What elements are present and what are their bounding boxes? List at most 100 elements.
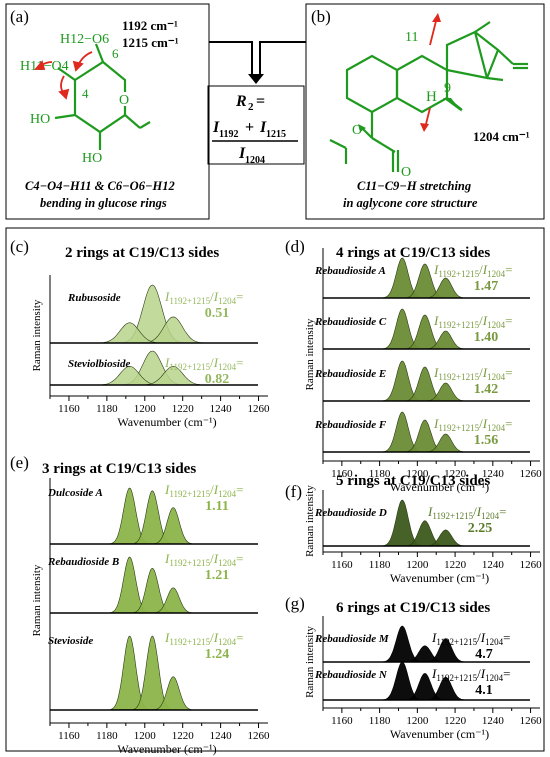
ratio-value: 0.51: [205, 306, 230, 321]
series-name: Rebaudioside N: [314, 669, 388, 681]
formula-i2: I: [259, 119, 267, 136]
peak-rebaudioside-e-1215: [426, 382, 466, 402]
panel-e-label: (e): [10, 453, 29, 472]
panel-g-title: 6 rings at C19/C13 sides: [336, 600, 490, 616]
panel-g-tick-label: 1160: [331, 715, 353, 727]
ratio-formula-label: I1192+1215/I1204=: [433, 313, 512, 330]
panel-g-label: (g): [285, 594, 305, 613]
panel-f-tick-label: 1260: [520, 559, 543, 571]
panel-b-caption-line1: C11−C9−H stretching: [357, 179, 471, 193]
ratio-formula-label: I1192+1215/I1204=: [164, 482, 243, 499]
atom-number-4: 4: [82, 86, 89, 101]
ratio-formula-label: I1192+1215/I1204=: [431, 666, 510, 683]
panel-f-tick-label: 1180: [369, 559, 391, 571]
panel-a-box: [5, 3, 210, 220]
panel-f-tick-label: 1200: [406, 559, 429, 571]
series-name: Stevioside: [48, 635, 93, 647]
panel-f-title: 5 rings at C19/C13 sides: [336, 473, 490, 489]
panel-b-caption-line2: in aglycone core structure: [343, 196, 478, 210]
panel-e-tick-label: 1260: [248, 730, 271, 742]
bending-arrows: [34, 51, 93, 100]
ratio-formula-label: I1192+1215/I1204=: [164, 630, 243, 647]
peak-rubusoside-1192: [99, 322, 160, 344]
top-schematic: (a) 1192 cm⁻¹ 1215 cm⁻¹ O H12−O6 6 H11−O…: [5, 3, 545, 220]
ratio-value: 1.42: [474, 382, 499, 397]
series-name: Dulcoside A: [47, 487, 103, 499]
panel-f-y-axis-label: Raman intensity: [304, 485, 316, 557]
panel-f-label: (f): [285, 482, 302, 501]
panel-a-freq-1192: 1192 cm⁻¹: [122, 18, 178, 33]
ratio-formula-label: I1192+1215/I1204=: [164, 289, 243, 306]
ratio-value: 1.21: [205, 568, 230, 583]
formula-box: [207, 85, 305, 165]
peak-rubusoside-1215: [142, 316, 204, 344]
peak-rebaudioside-d-1215: [426, 529, 466, 547]
panel-g-tick-label: 1220: [444, 715, 467, 727]
peak-rebaudioside-f-1215: [426, 433, 466, 453]
panel-d-title: 4 rings at C19/C13 sides: [336, 245, 490, 261]
peak-rebaudioside-a-1215: [426, 277, 466, 299]
series-name: Steviolbioside: [68, 358, 130, 370]
atom-number-9: 9: [444, 81, 451, 96]
panel-d-tick-label: 1240: [482, 468, 505, 480]
panel-d-label: (d): [285, 237, 305, 256]
ratio-value: 1.56: [474, 433, 499, 448]
atom-h11-o4: H11−O4: [20, 59, 69, 74]
stretch-arrowhead-up: [432, 13, 441, 22]
formula-sub-1215: 1215: [266, 129, 286, 140]
panel-g-x-axis-label: Wavenumber (cm⁻¹): [390, 727, 489, 741]
panel-e-x-axis-label: Wavenumber (cm⁻¹): [117, 742, 216, 756]
series-name: Rebaudioside F: [314, 419, 387, 431]
peak-dulcoside-a-1215: [153, 507, 193, 545]
panel-c-tick-label: 1160: [58, 403, 80, 415]
panel-e-y-axis-label: Raman intensity: [31, 564, 43, 636]
panel-f-tick-label: 1240: [482, 559, 505, 571]
formula-i1: I: [212, 119, 220, 136]
ratio-value: 1.11: [205, 499, 229, 514]
formula-i3: I: [238, 145, 246, 162]
ratio-formula-label: I1192+1215/I1204=: [164, 551, 243, 568]
atom-number-11: 11: [405, 30, 418, 45]
bottom-frame: [5, 227, 545, 752]
formula-equals: =: [256, 93, 265, 110]
panel-g-tick-label: 1260: [520, 715, 543, 727]
peak-stevioside-1215: [153, 676, 193, 711]
panel-g-y-axis-label: Raman intensity: [304, 626, 316, 698]
ratio-value: 4.7: [475, 647, 493, 662]
panel-a-freq-1215: 1215 cm⁻¹: [122, 35, 179, 50]
panel-a-caption-line2: bending in glucose rings: [40, 196, 167, 210]
wedge-bond: [443, 98, 462, 112]
panel-f-tick-label: 1160: [331, 559, 353, 571]
series-name: Rebaudioside D: [314, 507, 387, 519]
panel-c-tick-label: 1220: [172, 403, 195, 415]
panel-f-x-axis-label: Wavenumber (cm⁻¹): [390, 571, 489, 585]
panel-d-tick-label: 1180: [369, 468, 391, 480]
carbonyl-oxygen: O: [401, 165, 411, 180]
panel-b-label: (b): [311, 7, 331, 26]
formula-plus: +: [245, 119, 254, 136]
ratio-formula-label: I1192+1215/I1204=: [431, 630, 510, 647]
panel-c-tick-label: 1200: [134, 403, 157, 415]
atom-h12-o6: H12−O6: [60, 32, 109, 47]
panel-e-title: 3 rings at C19/C13 sides: [42, 461, 196, 477]
ring-oxygen-bg: [117, 92, 133, 106]
formula-r-subscript: 2: [248, 101, 254, 113]
series-name: Rebaudioside E: [314, 368, 386, 380]
panel-e-tick-label: 1240: [210, 730, 233, 742]
panel-f-tick-label: 1220: [444, 559, 467, 571]
series-name: Rebaudioside C: [314, 316, 387, 328]
ratio-value: 1.47: [474, 279, 499, 294]
panel-a-label: (a): [10, 7, 29, 26]
ratio-value: 4.1: [475, 683, 493, 698]
glucose-ring-structure: [54, 43, 151, 150]
panel-b-freq-1204: 1204 cm⁻¹: [473, 129, 530, 144]
panel-d-tick-label: 1160: [331, 468, 353, 480]
panel-e-tick-label: 1200: [134, 730, 157, 742]
connector-lines: [209, 41, 306, 75]
panel-c-tick-label: 1240: [210, 403, 233, 415]
series-name: Rebaudioside A: [314, 265, 386, 277]
ratio-formula-label: I1192+1215/I1204=: [427, 504, 506, 521]
panel-d-tick-label: 1200: [406, 468, 429, 480]
panel-c-label: (c): [10, 237, 29, 256]
